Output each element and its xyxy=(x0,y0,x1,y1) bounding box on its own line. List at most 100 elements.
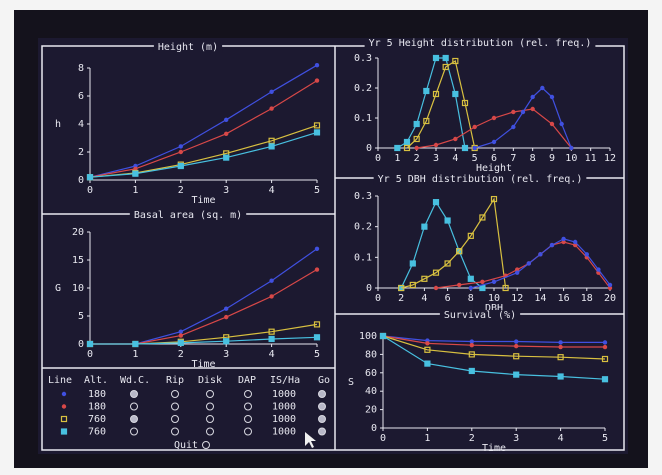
column-header: IS/Ha xyxy=(270,375,300,386)
point xyxy=(511,125,515,129)
point xyxy=(414,122,419,127)
point xyxy=(603,377,608,382)
point xyxy=(492,140,496,144)
y-tick-label: 80 xyxy=(365,349,377,360)
point xyxy=(492,116,496,120)
point xyxy=(530,95,534,99)
point xyxy=(424,89,429,94)
is-ha-value: 1000 xyxy=(272,414,296,425)
y-tick-label: 20 xyxy=(72,227,84,238)
x-tick-label: 2 xyxy=(178,185,184,196)
x-tick-label: 2 xyxy=(469,433,475,444)
radio-button[interactable] xyxy=(319,416,326,423)
column-header: DAP xyxy=(238,375,256,386)
y-tick-label: 0.1 xyxy=(354,252,372,263)
y-tick-label: 40 xyxy=(365,386,377,397)
x-tick-label: 10 xyxy=(565,153,577,164)
point xyxy=(422,224,427,229)
x-tick-label: 4 xyxy=(269,185,275,196)
point xyxy=(558,345,562,349)
is-ha-value: 1000 xyxy=(272,427,296,438)
point xyxy=(480,286,485,291)
point xyxy=(224,307,228,311)
point xyxy=(468,276,473,281)
x-tick-label: 4 xyxy=(421,293,427,304)
radio-button[interactable] xyxy=(131,391,138,398)
column-header: Line xyxy=(48,375,72,386)
radio-button[interactable] xyxy=(319,403,326,410)
y-tick-label: 0 xyxy=(371,423,377,434)
y-tick-label: 8 xyxy=(78,63,84,74)
alt-value: 180 xyxy=(88,402,106,413)
point xyxy=(315,267,319,271)
point xyxy=(269,294,273,298)
radio-button[interactable] xyxy=(131,416,138,423)
alt-value: 760 xyxy=(88,427,106,438)
alt-value: 180 xyxy=(88,389,106,400)
x-tick-label: 2 xyxy=(178,349,184,360)
x-axis-label: Time xyxy=(191,359,215,370)
point xyxy=(569,146,573,150)
panel-title: Basal area (sq. m) xyxy=(134,210,242,221)
radio-button[interactable] xyxy=(319,391,326,398)
y-tick-label: 0.2 xyxy=(354,222,372,233)
point xyxy=(414,146,418,150)
x-tick-label: 8 xyxy=(468,293,474,304)
y-tick-label: 4 xyxy=(78,119,84,130)
x-tick-label: 2 xyxy=(398,293,404,304)
x-tick-label: 5 xyxy=(602,433,608,444)
point xyxy=(515,270,519,274)
point xyxy=(425,361,430,366)
y-tick-label: 0 xyxy=(366,143,372,154)
point xyxy=(472,125,476,129)
y-tick-label: 0.3 xyxy=(354,53,372,64)
point xyxy=(88,175,93,180)
point xyxy=(445,218,450,223)
point xyxy=(470,343,474,347)
point xyxy=(224,315,228,319)
radio-button[interactable] xyxy=(319,428,326,435)
alt-value: 760 xyxy=(88,414,106,425)
point xyxy=(315,130,320,135)
x-axis-label: Time xyxy=(191,195,215,206)
x-tick-label: 0 xyxy=(87,349,93,360)
point xyxy=(269,90,273,94)
point xyxy=(514,339,518,343)
quit-label[interactable]: Quit xyxy=(174,440,198,451)
point xyxy=(511,110,515,114)
point xyxy=(469,368,474,373)
x-tick-label: 4 xyxy=(558,433,564,444)
point xyxy=(521,110,525,114)
point xyxy=(558,374,563,379)
is-ha-value: 1000 xyxy=(272,389,296,400)
point xyxy=(269,144,274,149)
point xyxy=(315,78,319,82)
line-key xyxy=(62,404,66,408)
point xyxy=(224,155,229,160)
x-tick-label: 0 xyxy=(375,293,381,304)
x-tick-label: 0 xyxy=(375,153,381,164)
point xyxy=(224,339,229,344)
x-tick-label: 16 xyxy=(558,293,570,304)
point xyxy=(315,247,319,251)
x-tick-label: 1 xyxy=(424,433,430,444)
point xyxy=(585,252,589,256)
x-tick-label: 9 xyxy=(549,153,555,164)
y-tick-label: 0.2 xyxy=(354,83,372,94)
y-tick-label: 100 xyxy=(359,331,377,342)
x-axis-label: Time xyxy=(482,443,506,454)
point xyxy=(608,283,612,287)
panel-title: Height (m) xyxy=(158,42,218,53)
y-tick-label: 6 xyxy=(78,91,84,102)
point xyxy=(179,144,183,148)
y-tick-label: 0.3 xyxy=(354,191,372,202)
x-tick-label: 2 xyxy=(414,153,420,164)
x-tick-label: 12 xyxy=(511,293,523,304)
x-tick-label: 5 xyxy=(314,349,320,360)
x-tick-label: 20 xyxy=(604,293,616,304)
point xyxy=(492,280,496,284)
panel-title: Yr 5 Height distribution (rel. freq.) xyxy=(369,38,592,49)
point xyxy=(434,286,438,290)
x-tick-label: 0 xyxy=(380,433,386,444)
point xyxy=(434,143,438,147)
